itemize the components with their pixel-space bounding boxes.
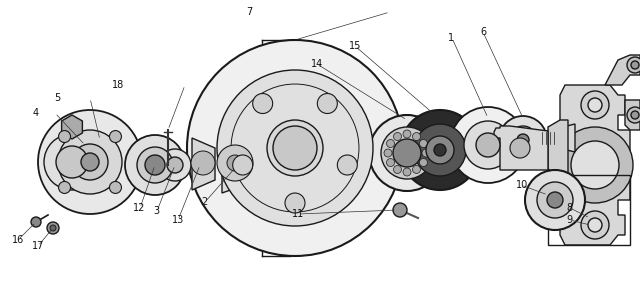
Circle shape	[217, 70, 373, 226]
Text: 17: 17	[32, 241, 45, 251]
Text: 10: 10	[515, 180, 528, 190]
Polygon shape	[494, 126, 548, 170]
Circle shape	[414, 124, 466, 176]
Circle shape	[631, 111, 639, 119]
Circle shape	[476, 133, 500, 157]
Circle shape	[517, 134, 529, 146]
Circle shape	[38, 110, 142, 214]
Circle shape	[627, 107, 640, 123]
Circle shape	[191, 151, 215, 175]
Text: 14: 14	[310, 59, 323, 68]
Circle shape	[394, 133, 401, 140]
Text: 6: 6	[480, 27, 486, 37]
Circle shape	[58, 130, 122, 194]
Circle shape	[571, 141, 619, 189]
Circle shape	[167, 157, 183, 173]
Circle shape	[547, 192, 563, 208]
Polygon shape	[222, 133, 250, 193]
Circle shape	[233, 155, 253, 175]
Circle shape	[58, 131, 70, 142]
Circle shape	[426, 136, 454, 164]
Circle shape	[137, 147, 173, 183]
Circle shape	[581, 91, 609, 119]
Circle shape	[627, 57, 640, 73]
Circle shape	[58, 181, 70, 193]
Circle shape	[588, 218, 602, 232]
Polygon shape	[625, 100, 640, 130]
Text: 4: 4	[32, 108, 38, 118]
Polygon shape	[542, 124, 575, 152]
Text: 11: 11	[291, 209, 304, 219]
Polygon shape	[192, 138, 215, 190]
Polygon shape	[545, 85, 630, 245]
Circle shape	[393, 139, 421, 167]
Circle shape	[285, 193, 305, 213]
Circle shape	[393, 203, 407, 217]
Circle shape	[44, 134, 100, 190]
Text: 13: 13	[172, 215, 184, 225]
Text: 18: 18	[112, 80, 125, 90]
Circle shape	[187, 40, 403, 256]
Circle shape	[109, 131, 122, 142]
Circle shape	[413, 166, 420, 173]
Circle shape	[159, 149, 191, 181]
Circle shape	[31, 217, 41, 227]
Circle shape	[384, 149, 392, 157]
Circle shape	[267, 120, 323, 176]
Circle shape	[413, 133, 420, 140]
Circle shape	[631, 61, 639, 69]
Circle shape	[72, 144, 108, 180]
Text: 5: 5	[54, 93, 61, 103]
Circle shape	[217, 145, 253, 181]
Text: 8: 8	[566, 203, 573, 213]
Text: 9: 9	[566, 215, 573, 225]
Polygon shape	[548, 120, 568, 176]
Circle shape	[337, 155, 357, 175]
Circle shape	[387, 158, 394, 166]
Circle shape	[525, 170, 585, 230]
Circle shape	[464, 121, 512, 169]
Circle shape	[499, 116, 547, 164]
Circle shape	[387, 140, 394, 147]
Circle shape	[273, 126, 317, 170]
Text: 15: 15	[349, 41, 362, 51]
Circle shape	[419, 158, 428, 166]
Circle shape	[253, 94, 273, 114]
Circle shape	[145, 155, 165, 175]
Circle shape	[509, 126, 537, 154]
Circle shape	[317, 94, 337, 114]
Text: 3: 3	[154, 206, 160, 216]
Text: 7: 7	[246, 7, 253, 16]
Circle shape	[450, 107, 526, 183]
Circle shape	[403, 130, 411, 138]
Circle shape	[47, 222, 59, 234]
Circle shape	[125, 135, 185, 195]
Circle shape	[510, 138, 530, 158]
Circle shape	[381, 127, 433, 179]
Circle shape	[400, 110, 480, 190]
Circle shape	[50, 225, 56, 231]
Circle shape	[394, 166, 401, 173]
Text: 2: 2	[202, 197, 208, 207]
Circle shape	[56, 146, 88, 178]
Circle shape	[557, 127, 633, 203]
Circle shape	[581, 211, 609, 239]
Circle shape	[422, 149, 430, 157]
Text: 1: 1	[448, 33, 454, 42]
Text: 16: 16	[12, 235, 24, 245]
Circle shape	[419, 140, 428, 147]
Circle shape	[81, 153, 99, 171]
Polygon shape	[605, 55, 640, 85]
Polygon shape	[61, 115, 83, 139]
Circle shape	[537, 182, 573, 218]
Circle shape	[588, 98, 602, 112]
Circle shape	[369, 115, 445, 191]
Circle shape	[403, 168, 411, 176]
Circle shape	[227, 155, 243, 171]
Text: 12: 12	[133, 203, 146, 213]
Circle shape	[434, 144, 446, 156]
Circle shape	[109, 181, 122, 193]
